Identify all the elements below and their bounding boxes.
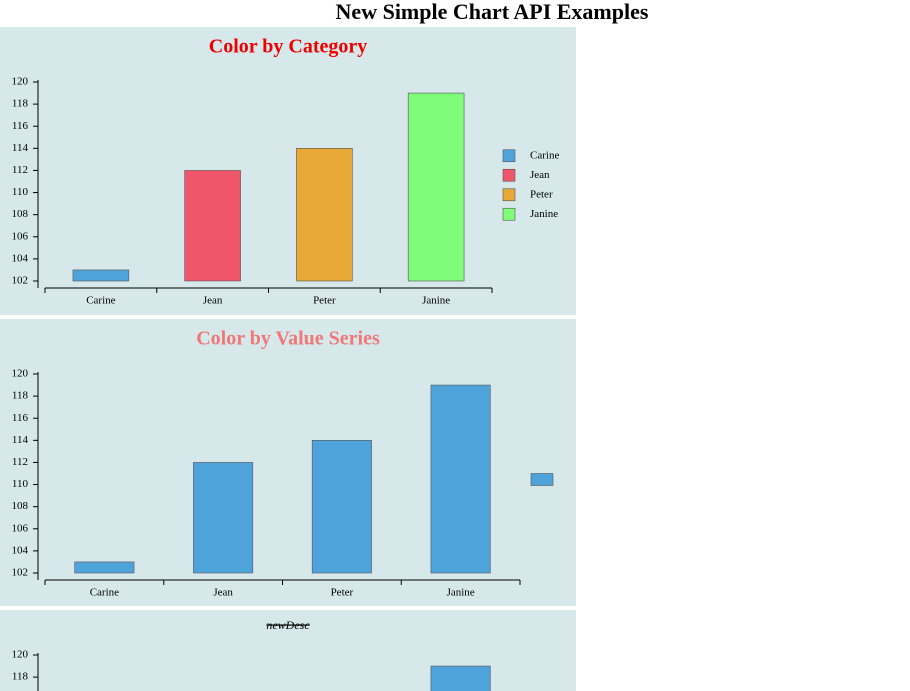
chart-title: Color by Category (209, 36, 368, 58)
legend-label: Janine (530, 208, 558, 220)
bar (72, 269, 130, 282)
y-tick-label: 112 (12, 456, 28, 468)
y-tick-label: 118 (12, 98, 29, 110)
y-tick-label: 102 (12, 275, 29, 287)
y-tick-label: 106 (12, 522, 29, 534)
y-tick-label: 108 (12, 208, 29, 220)
bar (430, 384, 491, 574)
bar (407, 92, 465, 282)
y-tick-label: 104 (12, 252, 29, 264)
x-tick-label: Jean (203, 295, 223, 307)
bar (430, 665, 491, 691)
bar (184, 170, 241, 282)
bar (296, 148, 353, 282)
y-tick-label: 120 (12, 76, 29, 88)
y-tick-label: 116 (12, 412, 29, 424)
y-tick-label: 106 (12, 230, 29, 242)
x-tick-label: Carine (86, 295, 115, 307)
x-tick-label: Peter (313, 295, 336, 307)
legend-label: Jean (530, 169, 550, 181)
legend-swatch (530, 473, 554, 486)
y-tick-label: 118 (12, 671, 29, 683)
x-tick-label: Janine (447, 587, 475, 599)
legend-swatch (502, 168, 516, 182)
y-tick-label: 114 (12, 434, 29, 446)
legend-swatch (502, 207, 516, 221)
y-tick-label: 120 (12, 368, 29, 380)
bar (193, 462, 254, 574)
x-tick-label: Peter (331, 587, 354, 599)
y-tick-label: 116 (12, 120, 29, 132)
legend-swatch (502, 149, 516, 163)
y-tick-label: 112 (12, 164, 28, 176)
y-tick-label: 102 (12, 567, 29, 579)
chart-title: newDesc (266, 618, 310, 632)
bar (311, 440, 372, 574)
x-tick-label: Jean (213, 587, 233, 599)
y-tick-label: 120 (12, 649, 29, 661)
page-title: New Simple Chart API Examples (336, 0, 649, 24)
legend-label: Peter (530, 188, 553, 200)
y-tick-label: 104 (12, 544, 29, 556)
y-tick-label: 118 (12, 390, 29, 402)
x-tick-label: Janine (422, 295, 450, 307)
chart-title: Color by Value Series (196, 328, 380, 350)
y-tick-label: 114 (12, 142, 29, 154)
legend-label: Carine (530, 149, 559, 161)
y-tick-label: 110 (12, 186, 29, 198)
panel (0, 27, 576, 315)
x-tick-label: Carine (90, 587, 119, 599)
bar (74, 561, 135, 574)
y-tick-label: 110 (12, 478, 29, 490)
legend-swatch (502, 188, 516, 202)
y-tick-label: 108 (12, 500, 29, 512)
